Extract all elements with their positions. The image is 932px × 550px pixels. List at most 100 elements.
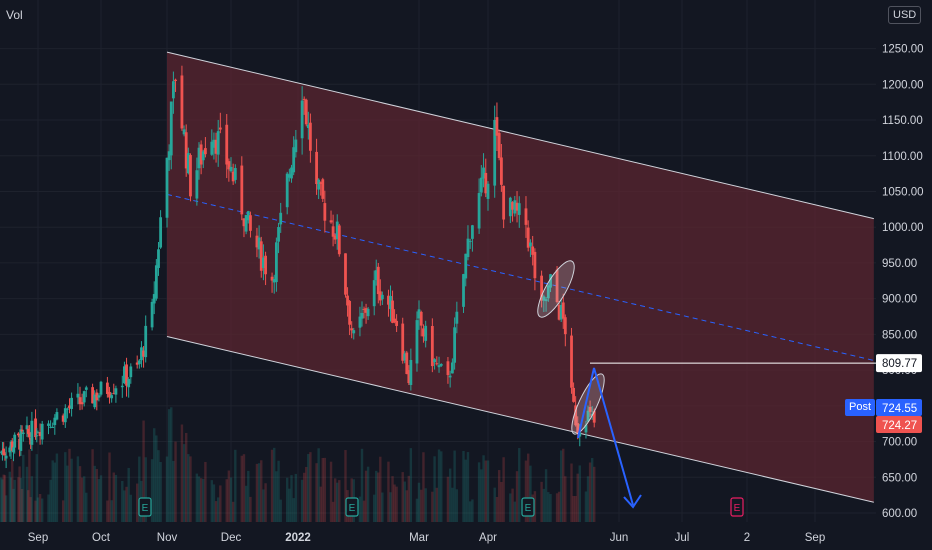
candle-body	[584, 424, 588, 433]
candle-body	[214, 139, 218, 154]
volume-bar	[1, 479, 4, 522]
candle-body	[344, 253, 347, 295]
volume-bar	[55, 453, 59, 522]
volume-bar	[234, 449, 237, 522]
price-tick-label: 1050.00	[882, 186, 924, 198]
volume-bar	[422, 452, 425, 522]
candle-body	[588, 407, 592, 412]
volume-bar	[49, 479, 52, 522]
currency-button[interactable]: USD	[888, 6, 922, 24]
candle-body	[409, 359, 413, 385]
volume-bar	[471, 499, 474, 522]
volume-bar	[240, 455, 244, 522]
candle-body	[80, 402, 84, 405]
candle-body	[424, 325, 428, 341]
volume-bar	[480, 469, 483, 522]
volume-bar	[305, 466, 308, 522]
candle-body	[78, 397, 82, 405]
projection-arrow-head	[623, 494, 642, 509]
candle-body	[249, 215, 252, 231]
highlight-ellipse-upper	[537, 260, 575, 318]
time-axis[interactable]: Sep Oct Nov Dec 2022 Mar Apr Jun Jul 2 Sep	[28, 532, 825, 544]
post-price-label: 724.55	[882, 403, 917, 415]
candle-body	[395, 320, 399, 326]
volume-bar	[524, 460, 528, 522]
candle-body	[68, 405, 71, 409]
volume-bar	[401, 472, 404, 522]
volume-bar	[381, 492, 384, 522]
volume-bar	[448, 468, 452, 522]
time-tick-label: 2	[744, 532, 750, 544]
candle-body	[329, 220, 333, 223]
volume-bar	[68, 448, 71, 522]
volume-bar	[227, 470, 231, 522]
volume-bar	[590, 458, 594, 522]
candle-body	[417, 309, 421, 319]
candle-body	[508, 197, 512, 217]
volume-bar	[309, 452, 312, 522]
price-tick-label: 1150.00	[882, 115, 923, 127]
candle-body	[25, 425, 29, 430]
volume-bar	[417, 482, 421, 522]
candle-body	[570, 335, 573, 388]
candle-body	[233, 168, 237, 180]
candle-body	[154, 265, 158, 299]
channel-upper-line[interactable]	[166, 51, 874, 220]
volume-bar	[495, 496, 499, 522]
candle-body	[401, 323, 405, 361]
volume-bar	[338, 480, 341, 522]
candle-body	[125, 364, 128, 386]
candle-body	[144, 325, 148, 358]
volume-bar	[379, 456, 382, 522]
price-axis[interactable]: 600.00650.00700.00750.00800.00850.00900.…	[876, 0, 932, 522]
channel-lower-line[interactable]	[166, 336, 874, 503]
candle-body	[453, 327, 457, 363]
channel-midline[interactable]	[166, 193, 874, 361]
candle-body	[405, 352, 409, 375]
volume-bar	[319, 486, 322, 522]
candle-body	[184, 132, 188, 169]
volume-bar	[225, 479, 228, 522]
volume-bar	[157, 450, 160, 522]
volume-bar	[477, 462, 481, 522]
candle-body	[331, 226, 335, 237]
volume-bar	[315, 463, 318, 522]
candle-body	[592, 411, 596, 423]
price-tick-label: 600.00	[882, 508, 917, 520]
candle-body	[437, 365, 441, 368]
volume-bar	[204, 461, 207, 522]
candle-body	[242, 218, 246, 227]
price-tick-label: 1200.00	[882, 79, 924, 91]
volume-bar	[47, 494, 50, 522]
volume-bar	[144, 457, 147, 522]
volume-bar	[562, 448, 565, 522]
candle-body	[372, 280, 376, 307]
volume-bar	[540, 481, 543, 522]
candle-body	[84, 387, 88, 390]
candle-body	[497, 132, 501, 159]
candle-body	[364, 308, 368, 313]
candle-body	[350, 328, 354, 331]
candle-body	[135, 362, 139, 365]
price-tick-label: 1100.00	[882, 151, 923, 163]
drawings[interactable]	[531, 256, 876, 509]
volume-bar	[106, 500, 109, 522]
candle-body	[407, 370, 411, 384]
volume-bar	[395, 486, 398, 522]
volume-bar	[83, 476, 86, 522]
volume-bar	[270, 449, 274, 522]
candle-body	[495, 117, 499, 136]
candle-body	[337, 225, 341, 255]
time-tick-label: Jun	[610, 532, 629, 544]
candle-body	[38, 432, 42, 437]
candle-body	[466, 238, 470, 258]
candle-body	[574, 405, 578, 426]
volume-bar	[403, 481, 406, 522]
candle-body	[204, 148, 207, 155]
candle-body	[159, 217, 163, 248]
volume-bar	[420, 489, 423, 522]
volume-bar	[135, 483, 139, 522]
volume-bar	[51, 460, 54, 522]
